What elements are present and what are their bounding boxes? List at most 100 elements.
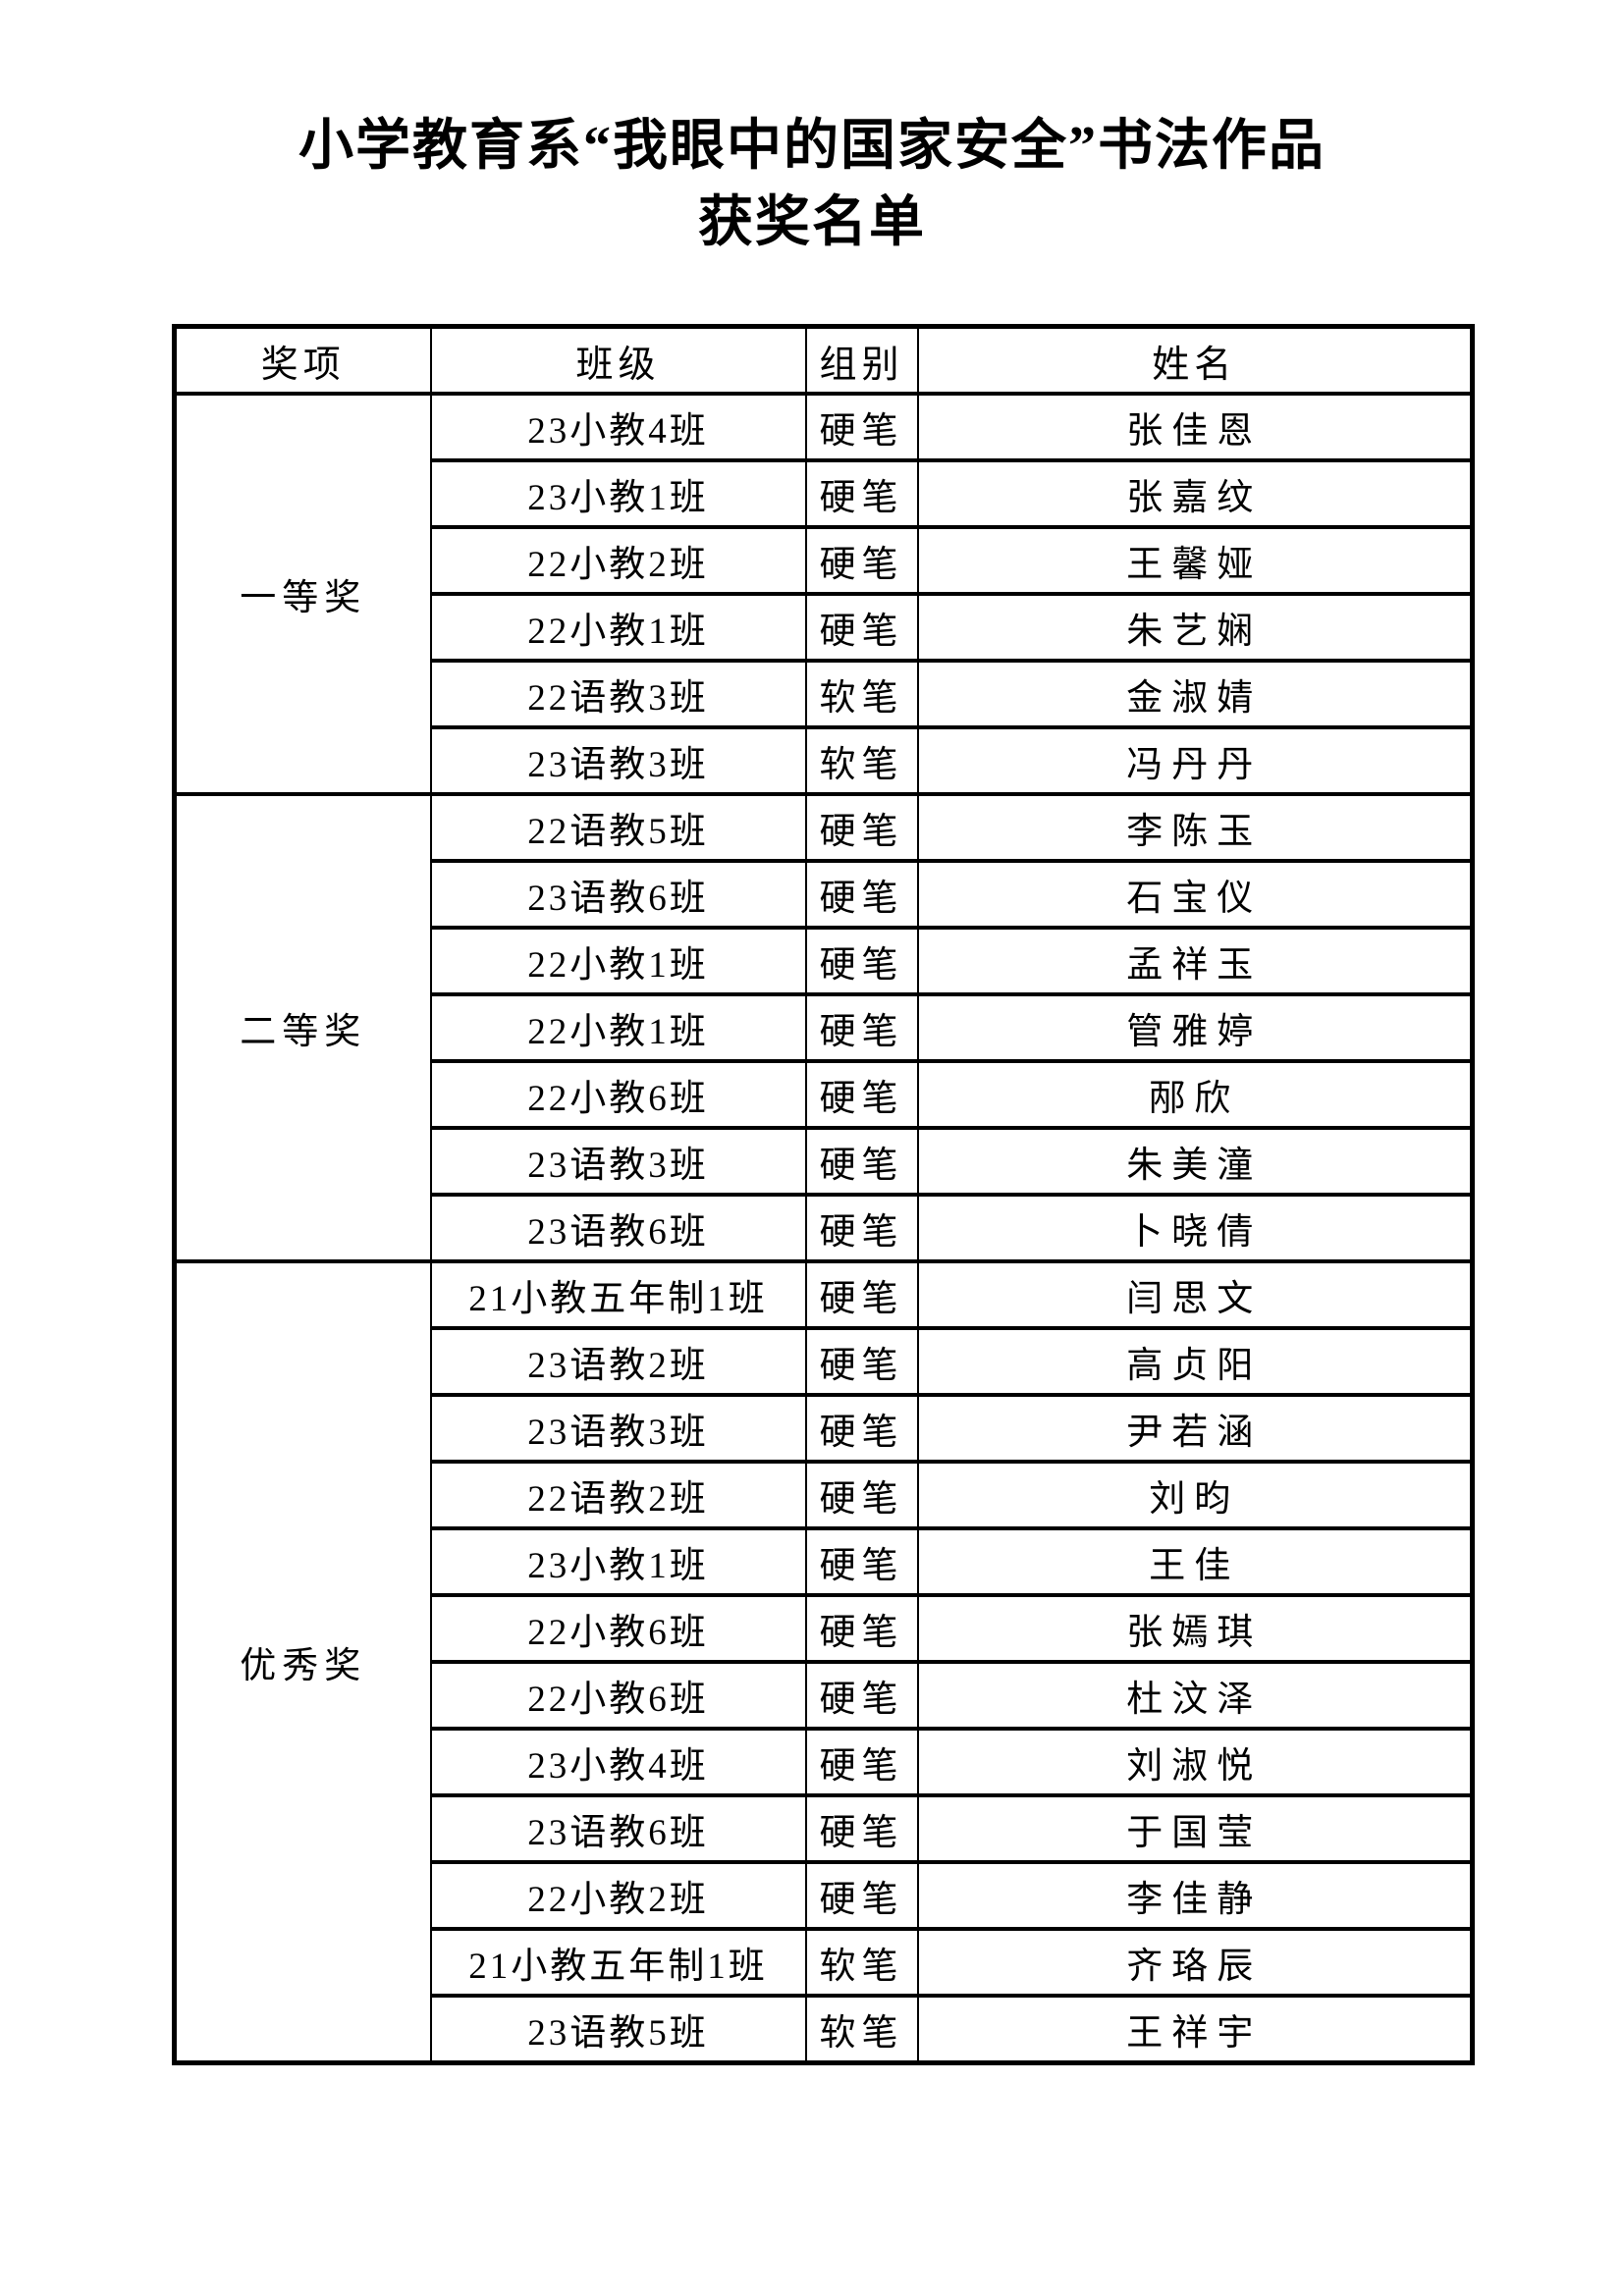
group-cell: 硬笔 <box>804 1126 919 1197</box>
class-cell: 22小教2班 <box>429 525 807 596</box>
table-row: 22小教6班 硬笔 邴欣 <box>175 1059 1474 1130</box>
group-cell: 硬笔 <box>804 1193 919 1263</box>
name-cell: 冯丹丹 <box>916 725 1474 796</box>
name-cell: 邴欣 <box>916 1059 1474 1130</box>
class-cell: 23语教3班 <box>429 725 807 796</box>
table-row: 22小教1班 硬笔 管雅婷 <box>175 992 1474 1063</box>
name-cell: 张佳恩 <box>916 392 1474 462</box>
name-cell: 于国莹 <box>916 1793 1474 1864</box>
table-row: 22小教6班 硬笔 张嫣琪 <box>175 1593 1474 1664</box>
table-row: 23小教1班 硬笔 王佳 <box>175 1526 1474 1597</box>
class-cell: 23语教6班 <box>429 1193 807 1263</box>
group-cell: 硬笔 <box>804 859 919 930</box>
col-header-name: 姓名 <box>916 324 1474 396</box>
group-cell: 硬笔 <box>804 926 919 996</box>
class-cell: 22小教2班 <box>429 1860 807 1931</box>
col-header-group: 组别 <box>804 324 919 396</box>
table-row: 二等奖 22语教5班 硬笔 李陈玉 <box>173 792 1474 1263</box>
table-row: 23语教6班 硬笔 卜晓倩 <box>175 1193 1474 1263</box>
class-cell: 22语教3班 <box>429 659 807 729</box>
class-cell: 23语教6班 <box>429 859 807 930</box>
group-cell: 硬笔 <box>804 1526 919 1597</box>
name-cell: 王佳 <box>916 1526 1474 1597</box>
award-cell: 二等奖 <box>173 792 432 1263</box>
table-row: 23语教6班 硬笔 于国莹 <box>175 1793 1474 1864</box>
group-cell: 硬笔 <box>804 1793 919 1864</box>
group-cell: 硬笔 <box>804 1059 919 1130</box>
table-row: 22小教6班 硬笔 杜汶泽 <box>175 1660 1474 1731</box>
class-cell: 22小教1班 <box>429 992 807 1063</box>
group-cell: 硬笔 <box>804 1393 919 1464</box>
name-cell: 卜晓倩 <box>916 1193 1474 1263</box>
table-row: 23语教3班 硬笔 朱美潼 <box>175 1126 1474 1197</box>
name-cell: 张嫣琪 <box>916 1593 1474 1664</box>
class-cell: 23语教3班 <box>429 1393 807 1464</box>
table-row: 23语教2班 硬笔 高贞阳 <box>175 1326 1474 1397</box>
table-row: 22小教1班 硬笔 孟祥玉 <box>175 926 1474 996</box>
group-cell: 软笔 <box>804 1994 919 2065</box>
awards-table: 奖项 班级 组别 姓名 一等奖 23小教4班 硬笔 张佳恩 23小教1班 硬笔 张嘉纹 22小教2班… <box>172 324 1475 2065</box>
name-cell: 金淑婧 <box>916 659 1474 729</box>
class-cell: 22小教6班 <box>429 1593 807 1664</box>
name-cell: 闫思文 <box>916 1259 1474 1330</box>
group-cell: 软笔 <box>804 725 919 796</box>
table-row: 23小教4班 硬笔 刘淑悦 <box>175 1727 1474 1797</box>
document-title-line1: 小学教育系“我眼中的国家安全”书法作品 <box>298 116 1326 177</box>
award-cell: 优秀奖 <box>173 1259 432 2065</box>
name-cell: 王馨娅 <box>916 525 1474 596</box>
group-cell: 硬笔 <box>804 1860 919 1931</box>
document-title-line2: 获奖名单 <box>698 192 926 253</box>
col-header-class: 班级 <box>429 324 807 396</box>
group-cell: 硬笔 <box>804 1660 919 1731</box>
name-cell: 齐珞辰 <box>916 1927 1474 1998</box>
name-cell: 李陈玉 <box>916 792 1474 863</box>
header-row: 奖项 班级 组别 姓名 <box>173 324 1474 396</box>
class-cell: 22小教6班 <box>429 1059 807 1130</box>
award-cell: 一等奖 <box>173 392 432 796</box>
name-cell: 王祥宇 <box>916 1994 1474 2065</box>
class-cell: 22小教6班 <box>429 1660 807 1731</box>
table-row: 一等奖 23小教4班 硬笔 张佳恩 <box>173 392 1474 796</box>
class-cell: 22语教2班 <box>429 1460 807 1530</box>
group-cell: 硬笔 <box>804 792 919 863</box>
table-row: 23语教5班 软笔 王祥宇 <box>175 1994 1474 2065</box>
group-cell: 硬笔 <box>804 1326 919 1397</box>
table-row: 23语教3班 硬笔 尹若涵 <box>175 1393 1474 1464</box>
table-row: 22语教3班 软笔 金淑婧 <box>175 659 1474 729</box>
col-header-award: 奖项 <box>173 324 432 396</box>
class-cell: 21小教五年制1班 <box>429 1927 807 1998</box>
group-cell: 硬笔 <box>804 392 919 462</box>
class-cell: 23小教4班 <box>429 392 807 462</box>
table-row: 优秀奖 21小教五年制1班 硬笔 闫思文 <box>173 1259 1474 2065</box>
class-cell: 22小教1班 <box>429 592 807 663</box>
table-row: 22小教2班 硬笔 李佳静 <box>175 1860 1474 1931</box>
class-cell: 22语教5班 <box>429 792 807 863</box>
name-cell: 刘淑悦 <box>916 1727 1474 1797</box>
group-cell: 硬笔 <box>804 1259 919 1330</box>
table-row: 22语教2班 硬笔 刘昀 <box>175 1460 1474 1530</box>
name-cell: 朱艺娴 <box>916 592 1474 663</box>
table-row: 21小教五年制1班 软笔 齐珞辰 <box>175 1927 1474 1998</box>
group-cell: 硬笔 <box>804 1460 919 1530</box>
group-cell: 软笔 <box>804 659 919 729</box>
table-row: 22小教1班 硬笔 朱艺娴 <box>175 592 1474 663</box>
name-cell: 管雅婷 <box>916 992 1474 1063</box>
name-cell: 刘昀 <box>916 1460 1474 1530</box>
class-cell: 23语教5班 <box>429 1994 807 2065</box>
name-cell: 尹若涵 <box>916 1393 1474 1464</box>
name-cell: 杜汶泽 <box>916 1660 1474 1731</box>
name-cell: 高贞阳 <box>916 1326 1474 1397</box>
group-cell: 硬笔 <box>804 525 919 596</box>
class-cell: 23小教4班 <box>429 1727 807 1797</box>
name-cell: 朱美潼 <box>916 1126 1474 1197</box>
table-row: 22小教2班 硬笔 王馨娅 <box>175 525 1474 596</box>
group-cell: 硬笔 <box>804 1593 919 1664</box>
group-cell: 硬笔 <box>804 592 919 663</box>
name-cell: 张嘉纹 <box>916 458 1474 529</box>
document-title: 小学教育系“我眼中的国家安全”书法作品 获奖名单 <box>0 108 1624 261</box>
class-cell: 21小教五年制1班 <box>429 1259 807 1330</box>
class-cell: 23小教1班 <box>429 458 807 529</box>
name-cell: 孟祥玉 <box>916 926 1474 996</box>
name-cell: 李佳静 <box>916 1860 1474 1931</box>
